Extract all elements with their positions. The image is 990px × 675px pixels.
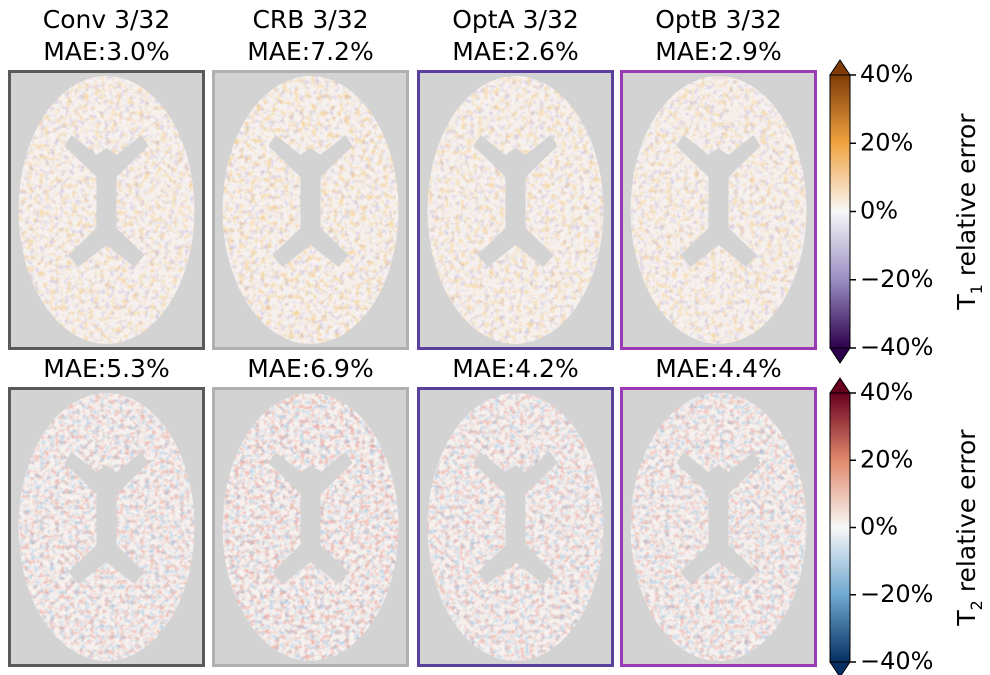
label-text: T bbox=[952, 294, 981, 311]
mae-label: MAE:5.3% bbox=[43, 354, 169, 383]
label-subscript: 1 bbox=[967, 284, 986, 294]
label-text: T bbox=[952, 610, 981, 627]
label-text: relative error bbox=[952, 429, 981, 600]
colorbar-tick-label: −40% bbox=[860, 647, 933, 675]
panel-title: CRB 3/32 bbox=[252, 5, 368, 34]
colorbar-tick-label: 20% bbox=[860, 445, 913, 473]
panels: Conv 3/32 MAE:3.0% CRB 3/32 MAE:7.2% OptA 3/… bbox=[8, 5, 817, 667]
mae-label: MAE:2.6% bbox=[452, 37, 578, 66]
colorbar-tick-label: 40% bbox=[860, 378, 913, 406]
mae-label: MAE:2.9% bbox=[655, 37, 781, 66]
label-text: relative error bbox=[952, 113, 981, 284]
colorbar-extend bbox=[830, 378, 850, 393]
colorbar-tick-label: 0% bbox=[860, 197, 898, 225]
colorbar-extend bbox=[830, 348, 850, 363]
colorbar-extend bbox=[830, 60, 850, 75]
colorbar-extend bbox=[830, 662, 850, 675]
colorbar-tick-label: −20% bbox=[860, 580, 933, 608]
mae-label: MAE:7.2% bbox=[247, 37, 373, 66]
colorbar-tick-label: 40% bbox=[860, 60, 913, 88]
mae-label: MAE:6.9% bbox=[247, 354, 373, 383]
colorbar-tick-label: 20% bbox=[860, 128, 913, 156]
panel-title: OptB 3/32 bbox=[655, 5, 782, 34]
colorbar bbox=[830, 393, 850, 662]
colorbar-tick-label: 0% bbox=[860, 513, 898, 541]
colorbar-label: T2 relative error bbox=[952, 429, 986, 627]
mae-label: MAE:4.4% bbox=[655, 354, 781, 383]
colorbar bbox=[830, 75, 850, 348]
mae-label: MAE:4.2% bbox=[452, 354, 578, 383]
colorbar-label: T1 relative error bbox=[952, 113, 986, 311]
label-subscript: 2 bbox=[967, 600, 986, 610]
colorbars: 40%20%0%−20%−40%T1 relative error40%20%0… bbox=[830, 60, 986, 675]
mae-label: MAE:3.0% bbox=[43, 37, 169, 66]
colorbar-tick-label: −20% bbox=[860, 265, 933, 293]
figure: Conv 3/32 MAE:3.0% CRB 3/32 MAE:7.2% OptA 3/… bbox=[0, 0, 990, 675]
colorbar-tick-label: −40% bbox=[860, 333, 933, 361]
panel-title: Conv 3/32 bbox=[43, 5, 170, 34]
panel-title: OptA 3/32 bbox=[452, 5, 579, 34]
